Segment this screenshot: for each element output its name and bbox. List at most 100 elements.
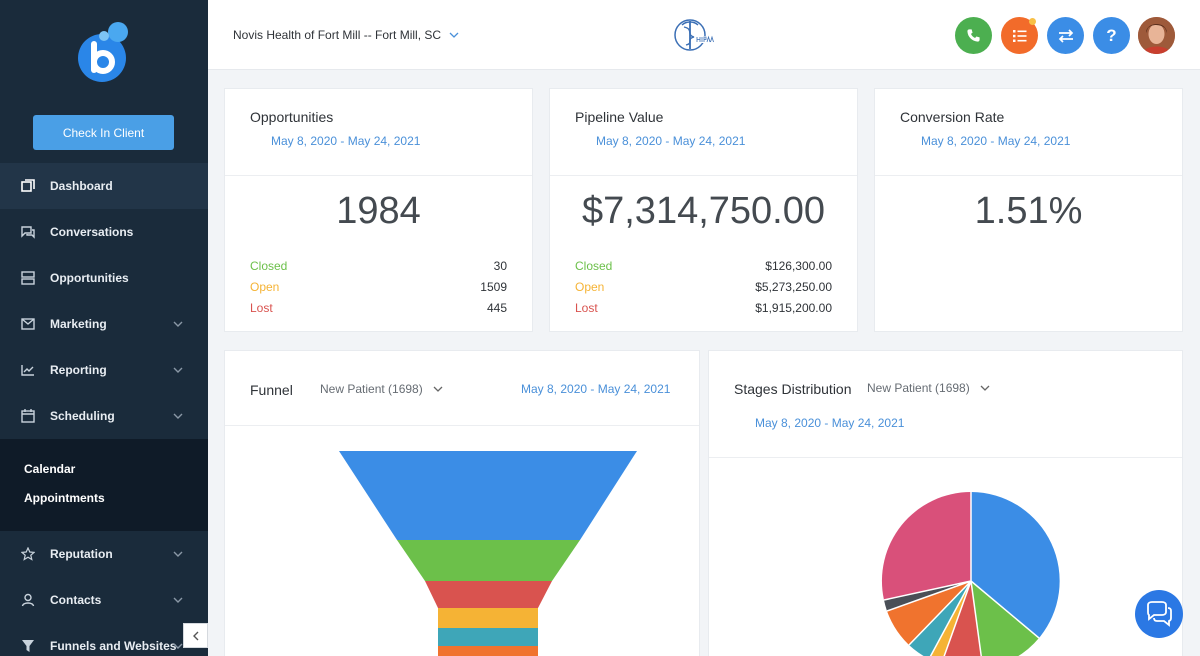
sidebar-item-contacts[interactable]: Contacts <box>0 577 208 623</box>
funnel-stage-4[interactable] <box>438 608 538 628</box>
funnel-icon <box>20 638 36 654</box>
pie-slice-2[interactable] <box>971 581 1039 656</box>
help-button[interactable]: ? <box>1093 17 1130 54</box>
stat-label: Closed <box>250 259 288 273</box>
pie-slice-8[interactable] <box>881 491 971 600</box>
stat-label: Lost <box>250 301 273 315</box>
chat-bubbles-icon <box>1147 601 1172 627</box>
user-icon <box>20 592 36 608</box>
pipeline-dropdown[interactable]: New Patient (1698) <box>320 382 443 396</box>
sidebar: Check In Client Dashboard Conversations … <box>0 0 208 656</box>
stat-value: $126,300.00 <box>765 259 832 273</box>
chevron-down-icon <box>433 386 443 392</box>
funnel-stage-2[interactable] <box>397 540 580 581</box>
notification-dot <box>1029 18 1036 25</box>
chevron-down-icon <box>173 551 183 557</box>
phone-button[interactable] <box>955 17 992 54</box>
sidebar-item-opportunities[interactable]: Opportunities <box>0 255 208 301</box>
dashboard-icon <box>20 178 36 194</box>
stat-label: Open <box>250 280 280 294</box>
funnel-stage-1[interactable] <box>339 451 637 540</box>
chart-icon <box>20 362 36 378</box>
stat-row-lost: Lost 445 <box>250 301 507 315</box>
pie-slice-6[interactable] <box>887 581 971 645</box>
mail-icon <box>20 316 36 332</box>
collapse-sidebar-button[interactable] <box>183 623 208 648</box>
chevron-left-icon <box>192 631 198 640</box>
chat-widget-button[interactable] <box>1135 590 1183 638</box>
sidebar-item-marketing[interactable]: Marketing <box>0 301 208 347</box>
pie-slice-3[interactable] <box>941 581 983 656</box>
sidebar-item-reputation[interactable]: Reputation <box>0 531 208 577</box>
stat-label: Closed <box>575 259 613 273</box>
pipeline-dropdown[interactable]: New Patient (1698) <box>867 381 990 395</box>
funnel-stage-5[interactable] <box>438 628 538 646</box>
check-in-client-button[interactable]: Check In Client <box>33 115 174 150</box>
stat-row-open: Open $5,273,250.00 <box>575 280 832 294</box>
phone-icon <box>967 29 980 42</box>
panel-title: Stages Distribution <box>734 381 852 397</box>
chat-icon <box>20 224 36 240</box>
sidebar-nav: Dashboard Conversations Opportunities Ma… <box>0 163 208 656</box>
divider <box>550 175 857 176</box>
funnel-stage-6[interactable] <box>438 646 538 656</box>
sidebar-item-scheduling[interactable]: Scheduling <box>0 393 208 439</box>
dropdown-value: New Patient (1698) <box>320 382 423 396</box>
sidebar-item-label: Reputation <box>50 547 113 561</box>
divider <box>709 457 1182 458</box>
date-range[interactable]: May 8, 2020 - May 24, 2021 <box>271 134 421 148</box>
stages-pie-chart <box>881 491 1060 656</box>
stat-value: $1,915,200.00 <box>755 301 832 315</box>
sidebar-item-funnels-and-websites[interactable]: Funnels and Websites <box>0 623 208 656</box>
funnel-panel: Funnel New Patient (1698) May 8, 2020 - … <box>224 350 700 656</box>
conversion-rate-card: Conversion Rate May 8, 2020 - May 24, 20… <box>874 88 1183 332</box>
star-icon <box>20 546 36 562</box>
sidebar-item-conversations[interactable]: Conversations <box>0 209 208 255</box>
funnel-stage-3[interactable] <box>425 581 552 608</box>
stat-label: Open <box>575 280 605 294</box>
location-selector[interactable]: Novis Health of Fort Mill -- Fort Mill, … <box>233 28 459 42</box>
swap-icon <box>1058 28 1073 43</box>
date-range[interactable]: May 8, 2020 - May 24, 2021 <box>596 134 746 148</box>
tasks-button[interactable] <box>1001 17 1038 54</box>
conversion-rate-value: 1.51% <box>974 190 1083 232</box>
chevron-down-icon <box>173 643 183 649</box>
pie-separators <box>883 492 1040 656</box>
sidebar-item-dashboard[interactable]: Dashboard <box>0 163 208 209</box>
stat-value: $5,273,250.00 <box>755 280 832 294</box>
dropdown-value: New Patient (1698) <box>867 381 970 395</box>
sidebar-item-reporting[interactable]: Reporting <box>0 347 208 393</box>
pie-slice-1[interactable] <box>971 492 1060 638</box>
divider <box>225 175 532 176</box>
list-icon <box>1012 29 1026 42</box>
card-title: Conversion Rate <box>900 109 1005 125</box>
divider <box>875 175 1182 176</box>
stat-label: Lost <box>575 301 598 315</box>
stack-icon <box>20 270 36 286</box>
submenu-item-appointments[interactable]: Appointments <box>24 491 105 505</box>
question-icon: ? <box>1106 25 1117 45</box>
sidebar-item-label: Dashboard <box>50 179 113 193</box>
pipeline-total: $7,314,750.00 <box>581 190 825 232</box>
chevron-down-icon <box>173 367 183 373</box>
sidebar-item-label: Conversations <box>50 225 134 239</box>
date-range[interactable]: May 8, 2020 - May 24, 2021 <box>921 134 1071 148</box>
opportunities-total: 1984 <box>336 190 421 232</box>
pipeline-value-card: Pipeline Value May 8, 2020 - May 24, 202… <box>549 88 858 332</box>
sidebar-item-label: Reporting <box>50 363 107 377</box>
stat-row-open: Open 1509 <box>250 280 507 294</box>
user-avatar[interactable] <box>1138 17 1175 54</box>
brand-logo-icon[interactable] <box>76 20 132 84</box>
stat-value: 30 <box>493 259 507 273</box>
submenu-item-calendar[interactable]: Calendar <box>24 462 76 476</box>
date-range[interactable]: May 8, 2020 - May 24, 2021 <box>755 416 905 430</box>
chevron-down-icon <box>449 32 459 38</box>
date-range[interactable]: May 8, 2020 - May 24, 2021 <box>521 382 671 396</box>
chevron-down-icon <box>173 413 183 419</box>
stat-row-lost: Lost $1,915,200.00 <box>575 301 832 315</box>
switch-button[interactable] <box>1047 17 1084 54</box>
pie-slice-5[interactable] <box>909 581 971 656</box>
stages-distribution-panel: Stages Distribution New Patient (1698) M… <box>708 350 1183 656</box>
sidebar-item-label: Scheduling <box>50 409 115 423</box>
opportunities-card: Opportunities May 8, 2020 - May 24, 2021… <box>224 88 533 332</box>
